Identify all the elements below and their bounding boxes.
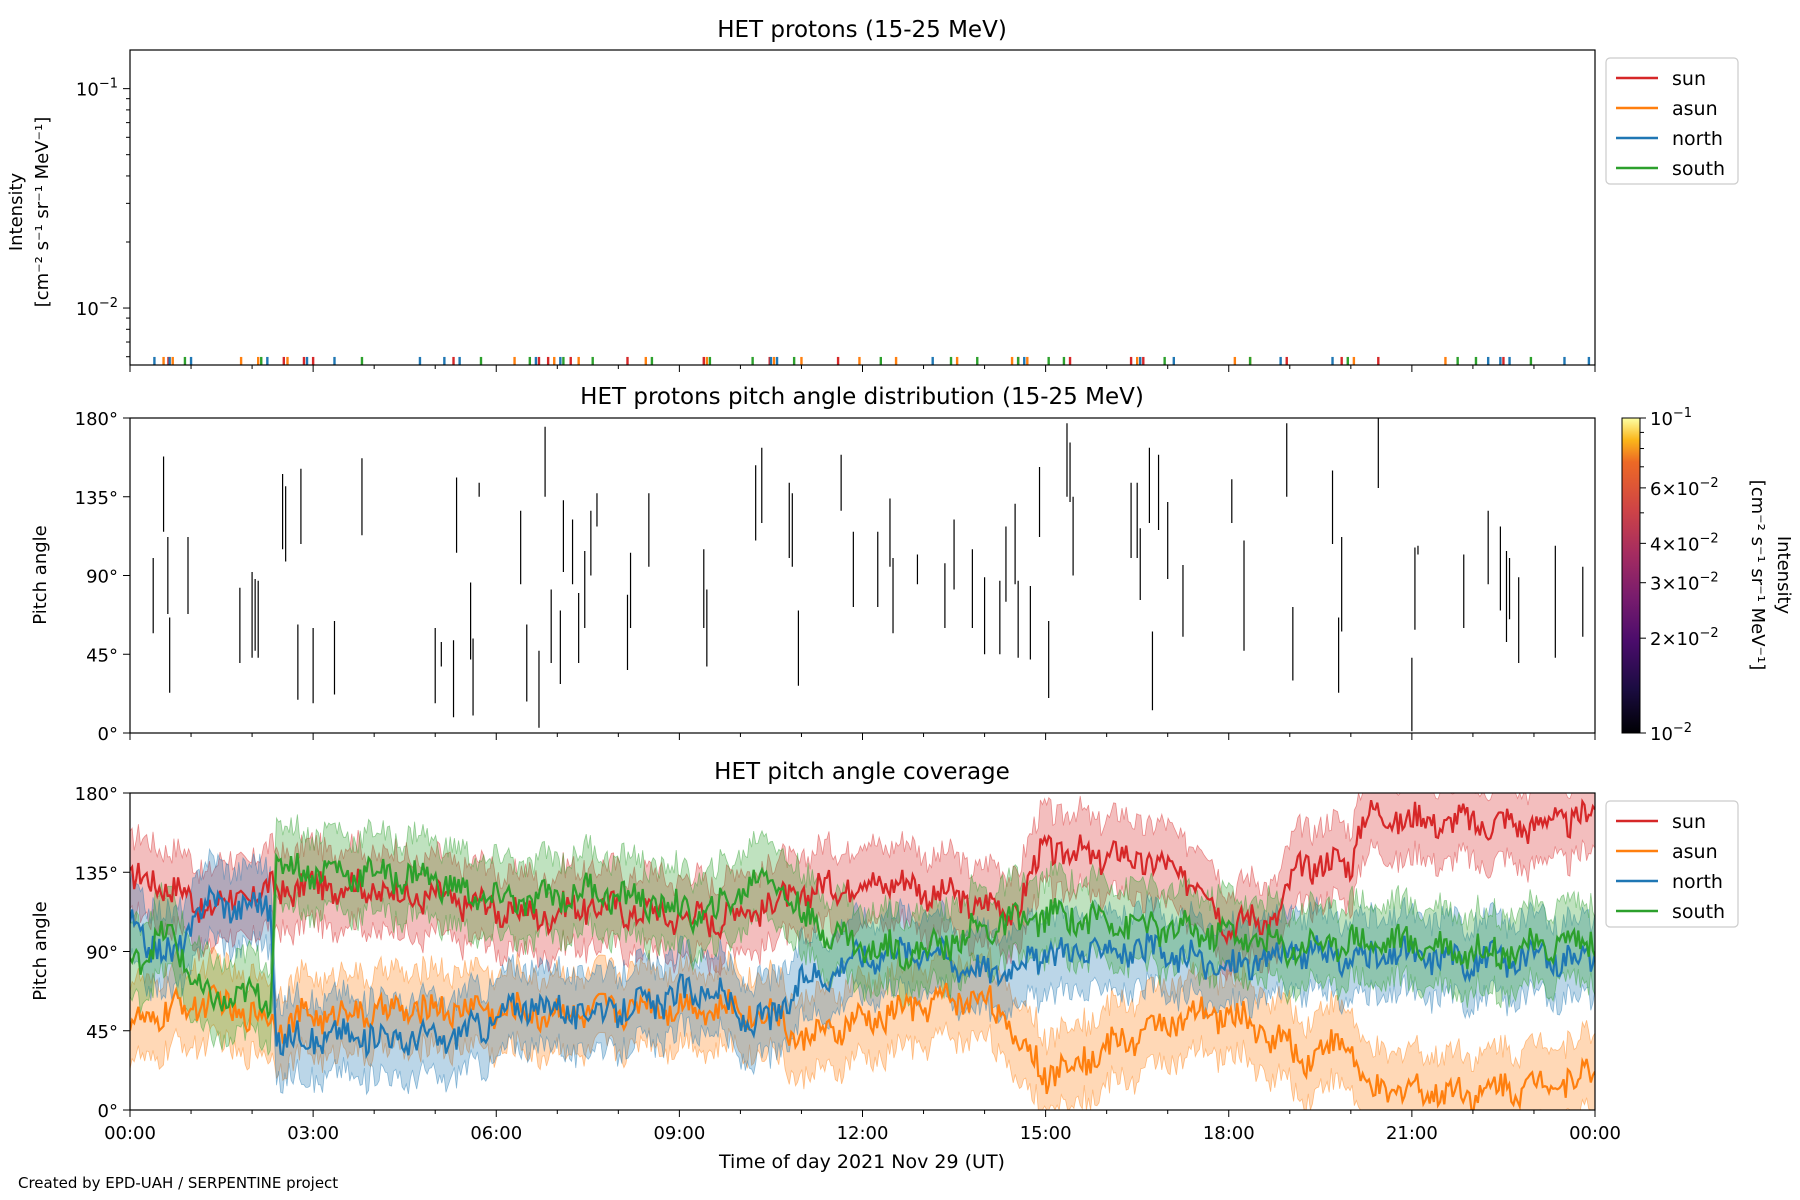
panel3-frame <box>129 792 1596 1111</box>
legend-label-asun: asun <box>1672 841 1718 863</box>
x-tick-label: 21:00 <box>1386 1123 1438 1144</box>
colorbar-gradient <box>1621 417 1641 734</box>
panel3-legend: sun asun north south <box>1605 800 1739 928</box>
colorbar-tick-label: 4×10−2 <box>1650 531 1719 555</box>
panel2-ylabel: Pitch angle <box>30 525 51 624</box>
y-tick-label: 90° <box>86 567 118 588</box>
legend-label-sun: sun <box>1672 811 1706 833</box>
legend-label-north: north <box>1672 871 1723 893</box>
panel1-legend: sun asun north south <box>1605 57 1739 185</box>
y-tick-label: 135° <box>75 863 118 884</box>
panel3-y-ticks: 0° 45° 90° 135° 180° <box>75 784 130 1122</box>
panel2-frame <box>129 417 1596 734</box>
panel1-ylabel-line2: [cm⁻² s⁻¹ sr⁻¹ MeV⁻¹] <box>32 117 53 308</box>
colorbar-tick-label: 6×10−2 <box>1650 476 1719 500</box>
coverage-band-north <box>130 847 1595 1096</box>
coverage-line-asun <box>130 982 1595 1110</box>
x-tick-label: 09:00 <box>653 1123 705 1144</box>
credit-footer: Created by EPD-UAH / SERPENTINE project <box>18 1174 339 1192</box>
x-tick-label: 00:00 <box>1569 1123 1621 1144</box>
colorbar-tick-label: 3×10−2 <box>1650 571 1719 595</box>
colorbar-label-line1: Intensity <box>1773 536 1794 615</box>
legend-label-asun: asun <box>1672 98 1718 120</box>
y-tick-label: 0° <box>98 1101 118 1122</box>
colorbar-tick-label: 10−1 <box>1650 406 1692 430</box>
x-tick-label: 03:00 <box>287 1123 339 1144</box>
x-tick-label: 06:00 <box>470 1123 522 1144</box>
panel2-title: HET protons pitch angle distribution (15… <box>580 384 1144 410</box>
x-tick-label: 15:00 <box>1020 1123 1072 1144</box>
panel1-title: HET protons (15-25 MeV) <box>717 17 1007 43</box>
panel1-data <box>153 356 1591 365</box>
panel2-x-ticks <box>129 733 1596 740</box>
colorbar-ticks: 10−1 6×10−2 4×10−2 3×10−2 2×10−2 10−2 <box>1640 406 1719 745</box>
coverage-line-north <box>130 884 1595 1060</box>
y-tick-label: 0° <box>98 724 118 745</box>
panel3-ylabel: Pitch angle <box>30 901 51 1000</box>
y-tick-label: 45° <box>86 1022 118 1043</box>
coverage-line-south <box>130 852 1595 1020</box>
x-tick-label: 00:00 <box>104 1123 156 1144</box>
panel-intensity: HET protons (15-25 MeV) Intensity [cm⁻² … <box>6 17 1739 372</box>
legend-label-north: north <box>1672 128 1723 150</box>
y-tick-label: 90° <box>86 943 118 964</box>
panel2-y-ticks: 0° 45° 90° 135° 180° <box>75 409 130 745</box>
legend-label-south: south <box>1672 158 1725 180</box>
y-tick-label: 180° <box>75 409 118 430</box>
coverage-band-asun <box>130 944 1595 1110</box>
y-tick-label: 10−1 <box>76 77 118 101</box>
coverage-line-sun <box>130 798 1595 946</box>
y-tick-label: 45° <box>86 645 118 666</box>
panel-pad: HET protons pitch angle distribution (15… <box>30 384 1794 745</box>
y-tick-label: 180° <box>75 784 118 805</box>
legend-label-south: south <box>1672 901 1725 923</box>
panel3-data <box>130 793 1595 1110</box>
panel1-frame <box>129 49 1596 366</box>
panel-coverage: HET pitch angle coverage Pitch angle 0° 4… <box>30 759 1739 1173</box>
x-tick-label: 12:00 <box>837 1123 889 1144</box>
panel3-x-ticks: 00:00 03:00 06:00 09:00 12:00 15:00 18:00 21:00… <box>104 1110 1621 1144</box>
panel3-title: HET pitch angle coverage <box>714 759 1010 785</box>
colorbar-tick-label: 10−2 <box>1650 721 1692 745</box>
x-axis-label: Time of day 2021 Nov 29 (UT) <box>718 1151 1005 1173</box>
panel1-ylabel-line1: Intensity <box>6 172 27 251</box>
legend-box <box>1605 800 1739 928</box>
colorbar: 10−1 6×10−2 4×10−2 3×10−2 2×10−2 10−2 Intensi… <box>1621 406 1794 745</box>
x-tick-label: 18:00 <box>1203 1123 1255 1144</box>
y-tick-label: 10−2 <box>76 296 118 320</box>
y-tick-label: 135° <box>75 488 118 509</box>
panel2-data <box>152 418 1584 732</box>
coverage-band-south <box>130 814 1595 1057</box>
legend-label-sun: sun <box>1672 68 1706 90</box>
panel1-x-ticks <box>129 365 1596 372</box>
colorbar-tick-label: 2×10−2 <box>1650 626 1719 650</box>
colorbar-label-line2: [cm⁻² s⁻¹ sr⁻¹ MeV⁻¹] <box>1747 480 1768 671</box>
panel1-y-ticks: 10−2 10−1 <box>76 77 130 358</box>
legend-box <box>1605 57 1739 185</box>
